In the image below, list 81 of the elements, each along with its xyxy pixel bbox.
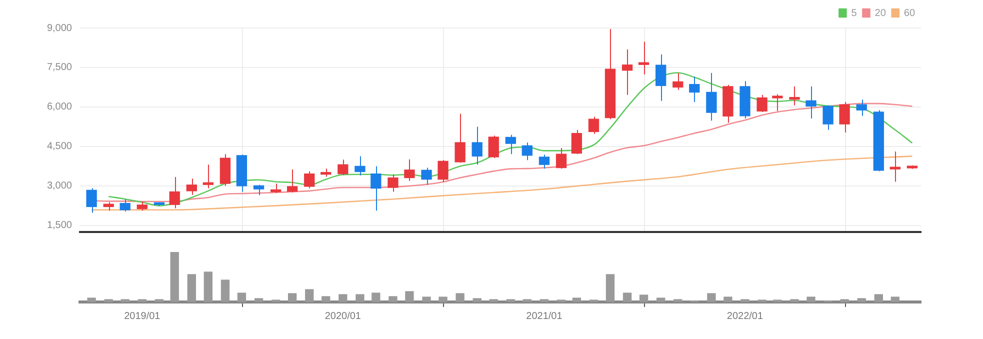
legend-label: 5 xyxy=(851,8,858,19)
bar xyxy=(220,280,230,302)
y-tick-label: 6,000 xyxy=(46,102,72,113)
legend-label: 60 xyxy=(904,8,916,19)
bar xyxy=(305,289,314,302)
bar xyxy=(674,299,682,302)
bar xyxy=(288,293,297,302)
candlestick xyxy=(822,104,834,130)
candlestick xyxy=(354,156,366,176)
candlestick xyxy=(286,168,298,194)
candlestick xyxy=(806,86,816,120)
bar xyxy=(120,299,130,302)
bar xyxy=(170,252,179,302)
bar xyxy=(138,299,146,302)
bar xyxy=(422,296,431,302)
candlestick xyxy=(388,174,398,192)
x-tick-label: 2021/01 xyxy=(526,310,563,322)
candlestick xyxy=(86,188,97,214)
bar xyxy=(438,296,448,302)
bar xyxy=(806,296,816,302)
candlestick xyxy=(488,135,499,159)
bar xyxy=(656,298,666,302)
bar xyxy=(790,299,799,302)
x-tick-label: 2020/01 xyxy=(324,310,362,322)
bar xyxy=(724,296,732,302)
bar xyxy=(857,298,866,302)
bar xyxy=(489,299,498,302)
candlestick xyxy=(538,154,550,170)
bar xyxy=(388,296,398,302)
bar xyxy=(187,274,196,302)
candlestick xyxy=(772,94,783,112)
candlestick xyxy=(740,80,750,120)
candlestick xyxy=(588,116,600,134)
bar xyxy=(372,292,380,302)
candlestick xyxy=(906,164,918,170)
candlestick xyxy=(220,154,231,186)
bar xyxy=(890,296,900,302)
bar xyxy=(522,299,532,302)
bar xyxy=(622,292,632,302)
candlestick xyxy=(404,158,415,182)
bar xyxy=(204,272,212,302)
bar xyxy=(322,296,330,302)
candlestick xyxy=(472,126,482,166)
bar xyxy=(104,299,113,302)
x-tick-label: 2022/01 xyxy=(726,310,764,322)
candlestick xyxy=(438,160,448,182)
bar xyxy=(154,299,164,302)
candlestick xyxy=(186,178,197,196)
bar xyxy=(405,291,414,302)
bar xyxy=(356,294,364,302)
y-tick-label: 9,000 xyxy=(46,22,72,34)
y-tick-label: 4,500 xyxy=(46,141,72,152)
bar xyxy=(606,274,615,302)
bar xyxy=(874,294,883,302)
bar xyxy=(572,298,582,302)
candlestick xyxy=(706,72,717,122)
candlestick xyxy=(421,167,432,186)
bar xyxy=(472,298,482,302)
bar xyxy=(840,299,849,302)
bar xyxy=(338,294,348,302)
y-tick-label: 7,500 xyxy=(46,62,72,74)
y-tick-label: 3,000 xyxy=(46,180,72,192)
bar xyxy=(707,293,716,302)
bar xyxy=(506,299,516,302)
candlestick xyxy=(722,84,734,124)
candlestick xyxy=(304,170,315,189)
candlestick xyxy=(839,101,850,133)
bar xyxy=(540,299,549,302)
bar xyxy=(639,294,648,302)
bar xyxy=(254,298,264,302)
bar xyxy=(456,293,464,302)
candlestick xyxy=(756,94,768,112)
bar xyxy=(740,299,750,302)
candlestick xyxy=(454,113,466,164)
candlestick xyxy=(236,154,248,192)
y-tick-label: 1,500 xyxy=(46,220,72,232)
line-series xyxy=(90,156,913,211)
bar xyxy=(237,292,246,302)
x-tick-label: 2019/01 xyxy=(124,310,161,322)
legend-label: 20 xyxy=(874,8,886,19)
bar xyxy=(87,298,96,302)
